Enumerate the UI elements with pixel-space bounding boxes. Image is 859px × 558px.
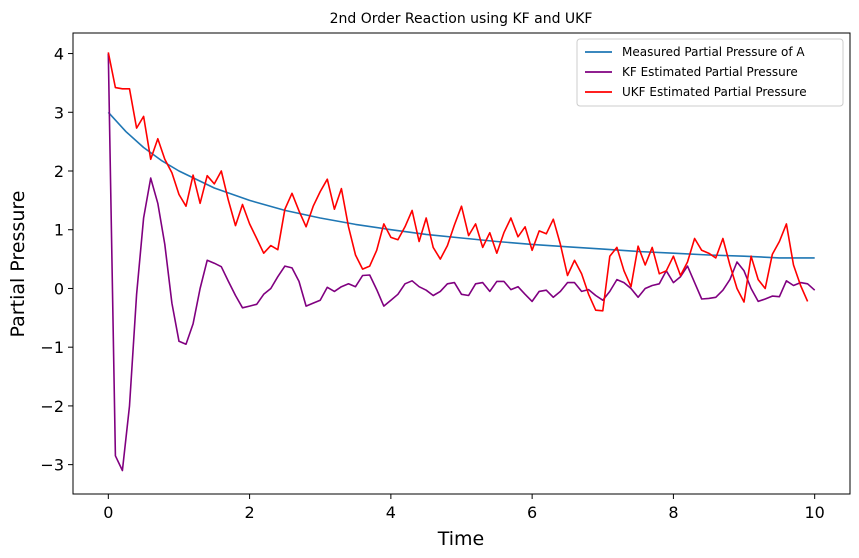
y-tick-label: 1 <box>54 221 64 240</box>
x-tick-label: 8 <box>668 503 678 522</box>
y-tick-label: −2 <box>40 397 64 416</box>
x-axis-label: Time <box>437 528 485 550</box>
legend-label: Measured Partial Pressure of A <box>622 45 805 59</box>
y-tick-label: 3 <box>54 103 64 122</box>
y-tick-label: 4 <box>54 45 64 64</box>
legend: Measured Partial Pressure of A KF Estimat… <box>577 39 843 106</box>
y-tick-label: −1 <box>40 338 64 357</box>
x-tick-label: 0 <box>103 503 113 522</box>
y-tick-label: 2 <box>54 162 64 181</box>
legend-label: UKF Estimated Partial Pressure <box>622 85 807 99</box>
x-tick-label: 4 <box>386 503 396 522</box>
x-tick-label: 10 <box>805 503 825 522</box>
y-tick-label: −3 <box>40 456 64 475</box>
y-axis-label: Partial Pressure <box>7 191 29 338</box>
x-tick-label: 2 <box>244 503 254 522</box>
legend-label: KF Estimated Partial Pressure <box>622 65 798 79</box>
chart-title: 2nd Order Reaction using KF and UKF <box>330 11 593 27</box>
x-tick-label: 6 <box>527 503 537 522</box>
y-tick-label: 0 <box>54 279 64 298</box>
